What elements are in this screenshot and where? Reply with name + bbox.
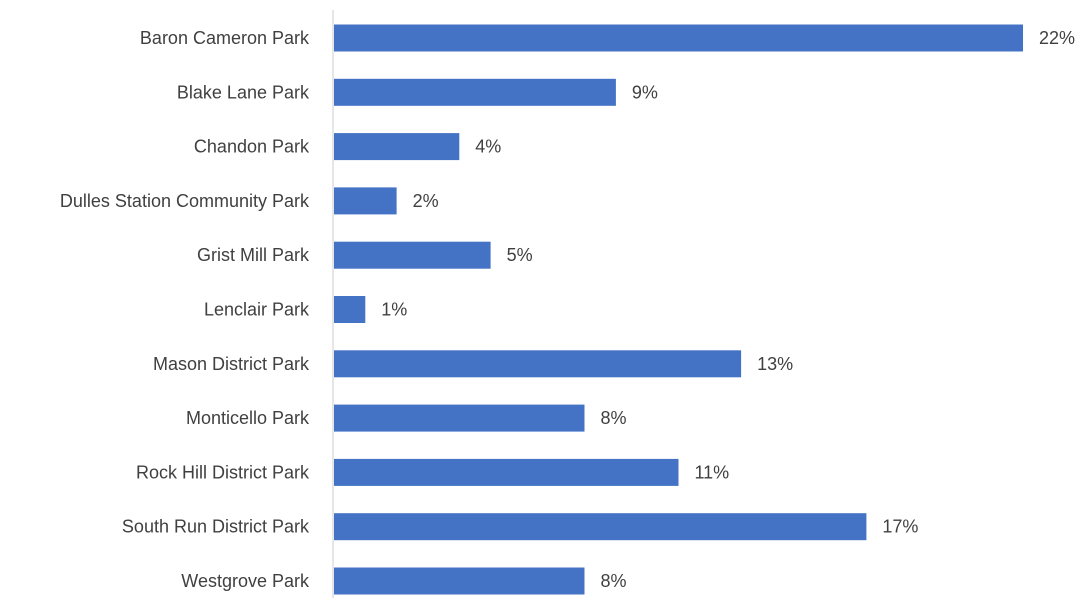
data-label-westgrove-park: 8% — [601, 571, 627, 591]
category-label-lenclair-park: Lenclair Park — [204, 300, 310, 320]
data-label-chandon-park: 4% — [475, 137, 501, 157]
bar-lenclair-park — [334, 296, 366, 323]
bar-mason-district-park — [334, 350, 742, 378]
data-labels-group: 22% 9% 4% 2% 5% 1% 13% 8% 11% 17% 8% — [381, 28, 1075, 591]
bar-grist-mill-park — [334, 241, 491, 269]
data-label-rock-hill-district-park: 11% — [695, 462, 730, 482]
data-label-baron-cameron-park: 22% — [1039, 28, 1075, 48]
category-label-grist-mill-park: Grist Mill Park — [197, 245, 310, 265]
data-label-blake-lane-park: 9% — [632, 82, 658, 102]
data-label-grist-mill-park: 5% — [507, 245, 533, 265]
category-label-westgrove-park: Westgrove Park — [181, 571, 310, 591]
bar-monticello-park — [334, 404, 585, 432]
category-labels-group: Baron Cameron Park Blake Lane Park Chandon… — [60, 28, 310, 591]
category-label-rock-hill-district-park: Rock Hill District Park — [136, 462, 310, 482]
data-label-monticello-park: 8% — [601, 408, 627, 428]
category-label-chandon-park: Chandon Park — [194, 137, 310, 157]
bar-chandon-park — [334, 133, 460, 161]
data-label-mason-district-park: 13% — [757, 354, 793, 374]
bar-baron-cameron-park — [334, 24, 1023, 52]
category-label-blake-lane-park: Blake Lane Park — [177, 82, 310, 102]
category-label-mason-district-park: Mason District Park — [153, 354, 310, 374]
bar-rock-hill-district-park — [334, 458, 679, 486]
bar-westgrove-park — [334, 567, 585, 595]
data-label-south-run-district-park: 17% — [882, 517, 918, 537]
bar-south-run-district-park — [334, 513, 867, 541]
bars-group — [334, 24, 1023, 595]
data-label-dulles-station-community-park: 2% — [413, 191, 439, 211]
category-label-dulles-station-community-park: Dulles Station Community Park — [60, 191, 310, 211]
bar-blake-lane-park — [334, 78, 616, 106]
category-label-south-run-district-park: South Run District Park — [122, 517, 310, 537]
category-label-baron-cameron-park: Baron Cameron Park — [140, 28, 310, 48]
category-label-monticello-park: Monticello Park — [186, 408, 310, 428]
bar-dulles-station-community-park — [334, 187, 397, 215]
data-label-lenclair-park: 1% — [381, 300, 407, 320]
